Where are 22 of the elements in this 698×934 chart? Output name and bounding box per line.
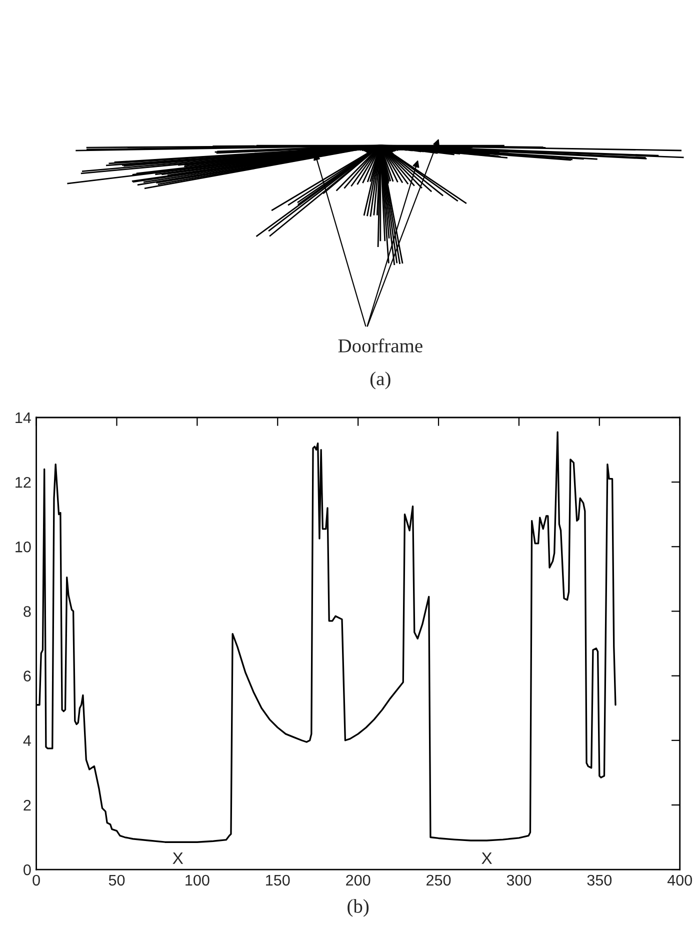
y-tick-label: 4 [23, 735, 31, 746]
y-tick-label: 8 [24, 606, 31, 617]
annotation: X [172, 852, 184, 864]
x-tick-label: 250 [426, 874, 451, 886]
x-tick-label: 350 [587, 874, 612, 886]
x-tick-label: 200 [346, 874, 370, 886]
y-tick-label: 2 [24, 800, 31, 811]
x-tick-label: 300 [506, 874, 532, 886]
x-tick-label: 50 [108, 874, 125, 886]
x-tick-label: 400 [667, 874, 692, 886]
y-tick-label: 12 [16, 476, 31, 488]
y-tick-label: 0 [24, 864, 31, 876]
x-tick-label: 150 [266, 874, 290, 886]
x-tick-label: 0 [32, 874, 40, 886]
y-tick-label: 14 [16, 412, 31, 424]
x-tick-label: 100 [186, 874, 210, 886]
text: Doorframe [338, 338, 422, 352]
text: (a) [370, 372, 390, 390]
text: (b) [348, 899, 369, 917]
y-tick-label: 6 [24, 670, 31, 682]
annotation: X [482, 852, 492, 864]
y-tick-label: 10 [16, 542, 31, 552]
